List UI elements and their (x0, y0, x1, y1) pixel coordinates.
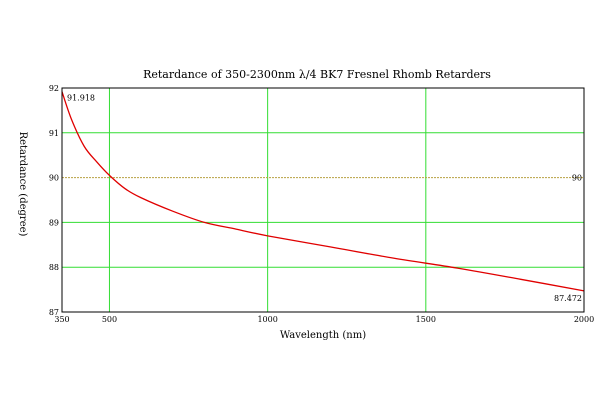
x-axis-label: Wavelength (nm) (280, 330, 366, 341)
y-tick-label-0: 87 (49, 308, 59, 317)
y-axis-ticks: 87 88 89 90 91 92 (49, 84, 59, 317)
grid-lines (62, 88, 584, 312)
y-tick-label-1: 88 (49, 263, 59, 272)
x-axis-ticks: 350 500 1000 1500 2000 (54, 315, 594, 324)
y-tick-label-2: 89 (49, 218, 59, 227)
chart-title: Retardance of 350-2300nm λ/4 BK7 Fresnel… (143, 68, 491, 81)
retardance-curve (61, 91, 585, 292)
plot-frame (61, 87, 585, 313)
y-tick-label-3: 90 (49, 174, 59, 183)
y-axis-label: Retardance (degree) (17, 132, 28, 237)
x-tick-label-3: 1500 (416, 315, 436, 324)
x-tick-label-4: 2000 (574, 315, 594, 324)
end-value-label: 87.472 (554, 294, 582, 303)
x-tick-label-1: 500 (102, 315, 117, 324)
y-tick-label-4: 91 (49, 129, 59, 138)
x-tick-label-0: 350 (54, 315, 69, 324)
reference-line-label: 90 (572, 174, 582, 183)
y-tick-label-5: 92 (49, 84, 59, 93)
x-tick-label-2: 1000 (257, 315, 277, 324)
start-value-label: 91.918 (67, 94, 95, 103)
